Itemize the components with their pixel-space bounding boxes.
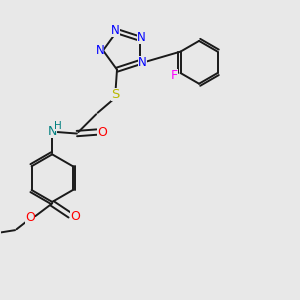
Text: N: N bbox=[138, 56, 147, 69]
Text: O: O bbox=[25, 211, 35, 224]
Text: N: N bbox=[111, 24, 120, 37]
Text: O: O bbox=[97, 126, 107, 139]
Text: N: N bbox=[96, 44, 104, 57]
Text: F: F bbox=[171, 69, 178, 82]
Text: N: N bbox=[137, 31, 146, 44]
Text: S: S bbox=[111, 88, 120, 101]
Text: O: O bbox=[70, 210, 80, 223]
Text: H: H bbox=[54, 121, 61, 131]
Text: N: N bbox=[47, 125, 57, 138]
